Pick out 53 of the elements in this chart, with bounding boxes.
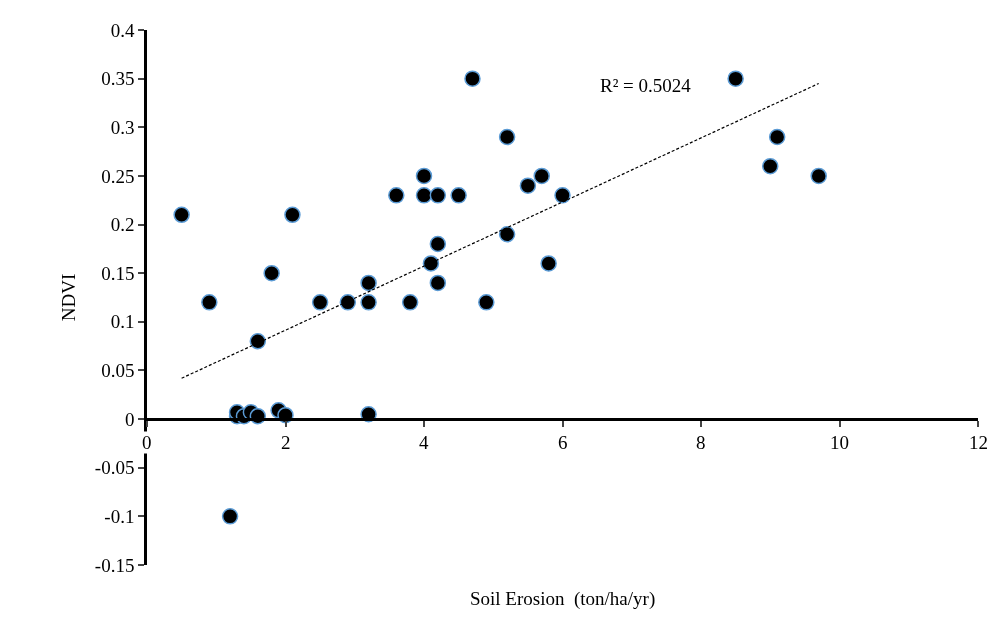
y-tick-label: 0.25 xyxy=(101,165,135,187)
y-tick-label: 0 xyxy=(124,408,135,430)
point xyxy=(727,70,744,87)
point xyxy=(284,206,301,224)
point xyxy=(429,187,447,204)
point xyxy=(388,187,405,204)
point xyxy=(415,167,433,185)
x-tick-label: 6 xyxy=(558,432,568,453)
point xyxy=(422,255,440,272)
y-tick-label: 0.3 xyxy=(110,116,135,138)
point xyxy=(478,294,495,311)
point xyxy=(311,294,329,311)
x-tick-label: 10 xyxy=(830,432,849,453)
x-tick-label: 0 xyxy=(142,432,152,453)
point xyxy=(429,274,447,292)
point xyxy=(339,294,357,311)
y-tick-label: -0.15 xyxy=(94,554,135,576)
y-axis-title: NDVI xyxy=(57,273,79,322)
y-tick-label: -0.1 xyxy=(104,506,135,528)
point xyxy=(768,128,786,146)
point xyxy=(762,157,779,175)
x-tick-label: 8 xyxy=(696,432,706,453)
y-tick-label: 0.35 xyxy=(101,68,135,90)
point xyxy=(554,187,571,204)
point xyxy=(519,177,537,194)
point xyxy=(498,128,516,146)
point xyxy=(221,508,239,525)
x-tick-label: 2 xyxy=(281,432,291,453)
point xyxy=(360,274,377,292)
point xyxy=(533,167,550,185)
annotation: R² = 0.5024 xyxy=(600,75,692,96)
y-tick-label: 0.1 xyxy=(110,311,135,333)
point xyxy=(429,235,447,253)
y-tick-label: 0.2 xyxy=(110,214,135,236)
y-tick-label: 0.4 xyxy=(110,19,135,41)
point xyxy=(201,294,218,311)
y-tick-label: 0.05 xyxy=(101,360,135,382)
point xyxy=(540,255,557,272)
point xyxy=(498,226,516,243)
point xyxy=(360,294,377,311)
point xyxy=(263,264,280,282)
x-tick-label: 4 xyxy=(419,432,429,453)
point xyxy=(450,187,467,204)
point xyxy=(249,333,267,350)
point xyxy=(173,206,190,224)
y-tick-label: -0.05 xyxy=(94,457,135,479)
point xyxy=(810,167,827,185)
x-axis-title: Soil Erosion (ton/ha/yr) xyxy=(470,588,656,610)
point xyxy=(415,187,433,204)
point xyxy=(401,294,419,311)
y-tick-label: 0.15 xyxy=(101,262,135,284)
point xyxy=(464,70,481,87)
x-tick-label: 12 xyxy=(969,432,988,453)
